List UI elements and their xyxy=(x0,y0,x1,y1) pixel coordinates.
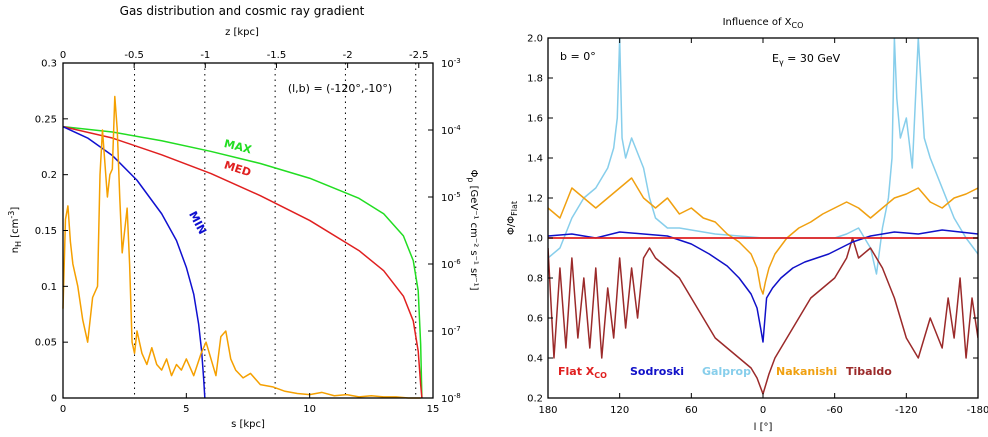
right-chart: Influence of XCO 180 120 60 0 -60 -120 -180 0.2… xyxy=(506,17,988,433)
right-x-tick-label: -60 xyxy=(826,405,842,416)
right-ylabel-main: Φ/Φ xyxy=(506,216,517,235)
right-ann-e-main: E xyxy=(772,52,779,65)
right-y-tick-label: 0.6 xyxy=(527,314,543,325)
left-y2label-sub: p xyxy=(466,177,475,182)
right-y-tick-label: 0.8 xyxy=(527,274,543,285)
right-x-tick-label: -120 xyxy=(895,405,918,416)
left-y-tick-label: 0.3 xyxy=(41,59,57,70)
left-y-tick-label: 0.25 xyxy=(35,114,57,125)
right-legend-sodroski: Sodroski xyxy=(630,365,684,378)
right-annotation-b: b = 0° xyxy=(560,50,596,63)
right-y-tick-label: 1.6 xyxy=(527,114,543,125)
left-x-tick-label: 0 xyxy=(60,404,66,415)
right-legend-nakanishi: Nakanishi xyxy=(776,365,837,378)
left-y2-axis-label: Φp [GeV⁻¹ cm⁻² s⁻¹ sr⁻¹] xyxy=(466,169,479,290)
left-series-min xyxy=(62,125,206,399)
right-chart-title: Influence of XCO xyxy=(723,17,804,30)
left-y-tick-label: 0.15 xyxy=(35,226,57,237)
right-series-sodroski xyxy=(548,229,978,343)
left-grid xyxy=(134,63,417,398)
right-y-axis-label: Φ/ΦFlat xyxy=(506,201,519,235)
left-y2-tick-label: 10-3 xyxy=(441,57,461,70)
right-y-tick-label: 2.0 xyxy=(527,34,543,45)
left-ylabel-units: [cm xyxy=(10,219,21,241)
right-legend: Flat XCO Sodroski Galprop Nakanishi Tibaldo xyxy=(558,365,892,380)
left-y2-tick-label: 10-6 xyxy=(441,258,461,271)
right-legend-tibaldo: Tibaldo xyxy=(846,365,892,378)
right-ylabel-sub: Flat xyxy=(510,201,519,216)
left-x2-tick-label: 0 xyxy=(60,50,66,61)
left-ylabel-sub: H xyxy=(14,241,23,247)
left-ylabel-sup: -3 xyxy=(7,211,16,219)
right-x-tick-label: 0 xyxy=(760,405,766,416)
right-ticks: 180 120 60 0 -60 -120 -180 0.2 0.4 0.6 0.8 1.0 1.2 1.… xyxy=(527,34,988,417)
right-y-tick-label: 1.2 xyxy=(527,194,543,205)
left-x-tick-label: 15 xyxy=(427,404,440,415)
left-y-axis-label: nH [cm-3] xyxy=(7,207,23,254)
right-y-tick-label: 0.2 xyxy=(527,394,543,405)
left-y2label-main: Φ xyxy=(468,169,479,177)
left-y2-tick-label: 10-5 xyxy=(441,191,461,204)
left-y2label-rest: [GeV⁻¹ cm⁻² s⁻¹ sr⁻¹] xyxy=(468,182,479,290)
left-x2-tick-label: -1 xyxy=(200,50,210,61)
right-title-sub: CO xyxy=(792,21,804,30)
left-x2-tick-label: -0.5 xyxy=(124,50,144,61)
left-x-tick-label: 10 xyxy=(303,404,316,415)
right-y-tick-label: 1.4 xyxy=(527,154,543,165)
left-x2-tick-label: -2.5 xyxy=(409,50,429,61)
right-series-nakanishi xyxy=(548,177,978,295)
left-x2-tick-label: -2 xyxy=(343,50,353,61)
left-y2-tick-label: 10-8 xyxy=(441,392,461,405)
left-y2-tick-label: 10-7 xyxy=(441,325,461,338)
left-series-label-min: MIN xyxy=(186,209,209,237)
right-annotation-energy: Eγ = 30 GeV xyxy=(772,52,841,67)
right-x-axis-label: l [°] xyxy=(754,422,773,433)
left-y-tick-label: 0.05 xyxy=(35,338,57,349)
right-y-tick-label: 1.0 xyxy=(527,234,543,245)
left-y-tick-label: 0 xyxy=(51,394,57,405)
right-x-tick-label: 120 xyxy=(610,405,629,416)
left-y2-tick-label: 10-4 xyxy=(441,124,461,137)
left-x-tick-label: 5 xyxy=(183,404,189,415)
right-x-tick-label: 180 xyxy=(538,405,557,416)
left-x-axis-label: s [kpc] xyxy=(231,419,265,430)
left-series-gas xyxy=(62,95,421,399)
right-title-main: Influence of X xyxy=(723,17,792,28)
right-y-tick-label: 1.8 xyxy=(527,74,543,85)
right-series xyxy=(548,38,978,395)
left-series-label-med: MED xyxy=(222,158,252,179)
left-series-labels: MAX MED MIN xyxy=(186,137,253,237)
right-x-tick-label: 60 xyxy=(685,405,698,416)
right-ann-e-sub: γ xyxy=(779,58,784,67)
left-chart-title: Gas distribution and cosmic ray gradient xyxy=(120,4,365,18)
right-plot-frame xyxy=(547,37,979,399)
right-legend-flat: Flat XCO xyxy=(558,365,607,380)
right-series-tibaldo xyxy=(548,237,978,395)
left-x2-tick-label: -1.5 xyxy=(267,50,287,61)
left-ylabel-close: ] xyxy=(10,207,21,211)
left-y-tick-label: 0.2 xyxy=(41,170,57,181)
left-series xyxy=(62,95,423,399)
left-top-axis-label: z [kpc] xyxy=(225,27,259,38)
right-y-tick-label: 0.4 xyxy=(527,354,543,365)
left-series-max xyxy=(62,125,423,399)
left-plot-frame xyxy=(62,62,434,399)
right-x-tick-label: -180 xyxy=(967,405,988,416)
left-series-med xyxy=(62,125,423,399)
left-y-tick-label: 0.1 xyxy=(41,282,57,293)
right-ann-e-val: = 30 GeV xyxy=(784,52,841,65)
left-chart: Gas distribution and cosmic ray gradient… xyxy=(7,4,479,430)
left-annotation: (l,b) = (-120°,-10°) xyxy=(288,82,392,95)
left-series-label-max: MAX xyxy=(223,137,254,156)
left-ylabel-main: n xyxy=(10,247,21,253)
right-legend-galprop: Galprop xyxy=(702,365,751,378)
